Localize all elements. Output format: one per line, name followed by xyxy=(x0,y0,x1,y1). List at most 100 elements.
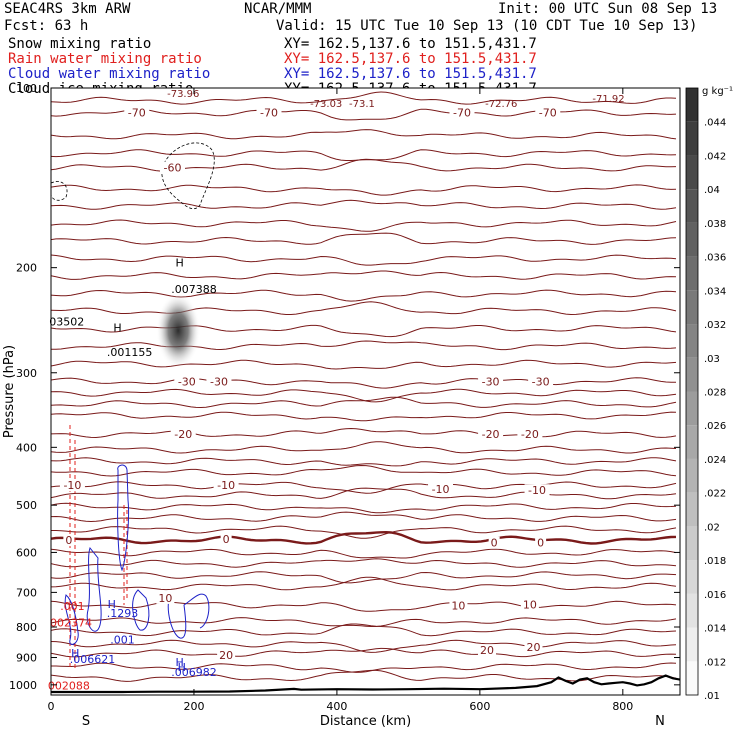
contour-label-bg xyxy=(217,649,236,662)
temperature-contour-line xyxy=(51,219,677,232)
contour-label: -10 xyxy=(432,483,450,496)
contour-label: -70 xyxy=(453,107,471,120)
temperature-contour--30 xyxy=(51,377,677,389)
colorbar-tick-label: .018 xyxy=(704,556,726,567)
temperature-contour-line xyxy=(51,340,677,351)
y-tick-label: 700 xyxy=(16,586,37,599)
colorbar-swatch xyxy=(686,155,698,190)
temperature-contour-line xyxy=(51,464,677,477)
colorbar-tick-label: .024 xyxy=(704,455,726,466)
field-annotation: .001155 xyxy=(107,346,153,359)
temperature-contour-line xyxy=(51,617,677,627)
y-axis-label: Pressure (hPa) xyxy=(2,345,17,438)
colorbar-swatch xyxy=(686,121,698,156)
temperature-contour-line xyxy=(51,502,677,514)
x-tick-label: 400 xyxy=(326,700,347,713)
cloud-water-contour xyxy=(117,464,130,572)
contour-label-bg xyxy=(174,375,200,388)
temperature-contour-line xyxy=(51,254,677,266)
contour-label-bg xyxy=(488,536,500,549)
contour-label: -10 xyxy=(63,479,81,492)
cloud-water-contour xyxy=(64,594,79,645)
colorbar-swatch xyxy=(686,661,698,695)
temperature-contour-line xyxy=(51,623,677,637)
colorbar-swatch xyxy=(686,88,698,122)
model-name: SEAC4RS 3km ARW xyxy=(4,1,131,17)
contour-label: 0 xyxy=(223,533,230,546)
field-annotation: .006982 xyxy=(171,666,217,679)
field-annotation: .006621 xyxy=(70,653,116,666)
field-xy-snow: XY= 162.5,137.6 to 151.5,431.7 xyxy=(284,36,537,52)
contour-label-bg xyxy=(535,106,561,119)
colorbar-tick-label: .022 xyxy=(704,489,726,500)
field-name-rain: Rain water mixing ratio xyxy=(8,51,202,67)
min-temperature-value: -73.96 xyxy=(167,89,199,100)
colorbar-tick-label: .042 xyxy=(704,151,726,162)
temperature-contour-line xyxy=(51,289,677,302)
contour-label: -70 xyxy=(128,107,146,120)
rain-mixing-contour xyxy=(123,505,128,605)
y-tick-label: 500 xyxy=(16,499,37,512)
contour-label: -70 xyxy=(260,107,278,120)
temperature-contour-line xyxy=(51,199,677,210)
temperature-contour--10 xyxy=(51,481,677,494)
colorbar-swatch xyxy=(686,593,698,628)
colorbar-tick-label: .02 xyxy=(704,522,720,533)
contour-label-bg xyxy=(517,428,543,441)
x-tick-label: 800 xyxy=(612,700,633,713)
contour-label: -30 xyxy=(532,375,550,388)
snow-mixing-shading xyxy=(156,292,201,369)
temperature-contour-line xyxy=(51,324,677,338)
temperature-contour-line xyxy=(51,457,677,467)
forecast-hour: Fcst: 63 h xyxy=(4,18,89,34)
temperature-contour-line xyxy=(51,396,677,409)
colorbar-tick-label: .03 xyxy=(704,354,720,365)
field-annotation: H xyxy=(176,656,184,669)
colorbar-swatch xyxy=(686,458,698,493)
cloud-ice-contour xyxy=(51,181,68,201)
temperature-contour-line xyxy=(51,639,677,653)
contour-label: 10 xyxy=(158,592,172,605)
colorbar-tick-label: .01 xyxy=(704,691,720,702)
field-xy-rain: XY= 162.5,137.6 to 151.5,431.7 xyxy=(284,51,537,67)
x-tick-label: 200 xyxy=(183,700,204,713)
colorbar-tick-label: .028 xyxy=(704,388,726,399)
contour-label: -10 xyxy=(528,484,546,497)
temperature-contour-line xyxy=(51,662,677,673)
temperature-contour--60 xyxy=(51,158,677,172)
temperature-contour-line xyxy=(51,301,677,316)
colorbar-swatch xyxy=(686,627,698,662)
contour-label-bg xyxy=(478,644,497,657)
temperature-contour-line xyxy=(51,511,677,523)
contour-label-bg xyxy=(528,375,554,388)
temperature-contour-line xyxy=(51,669,677,682)
contour-label-bg xyxy=(524,641,543,654)
terrain-line xyxy=(51,674,680,694)
field-annotation: H xyxy=(71,647,79,660)
field-name-snow: Snow mixing ratio xyxy=(8,36,152,52)
colorbar-swatch xyxy=(686,324,698,358)
temperature-contour--70 xyxy=(51,108,677,121)
contour-label: -20 xyxy=(482,428,500,441)
cloud-ice-contour xyxy=(161,142,215,210)
colorbar-tick-label: .012 xyxy=(704,657,726,668)
colorbar-swatch xyxy=(686,357,698,392)
plot-area xyxy=(51,88,680,695)
temperature-contour-0 xyxy=(51,530,677,545)
x-tick-label: 600 xyxy=(469,700,490,713)
colorbar-tick-label: .014 xyxy=(704,624,726,635)
temperature-contour-line xyxy=(51,558,677,568)
contour-label: 20 xyxy=(526,641,540,654)
temperature-contour-line xyxy=(51,487,677,500)
field-annotation: 002088 xyxy=(48,680,90,693)
temperature-contour-line xyxy=(51,270,677,280)
y-tick-label: 1000 xyxy=(9,679,37,692)
colorbar-swatch xyxy=(686,492,698,527)
min-temperature-value: -73.03 xyxy=(310,99,342,110)
temperature-contour-10 xyxy=(51,600,677,612)
contour-label-bg xyxy=(449,599,468,612)
contour-label: -60 xyxy=(164,162,182,175)
colorbar-swatch xyxy=(686,526,698,561)
plot-frame xyxy=(50,87,681,696)
